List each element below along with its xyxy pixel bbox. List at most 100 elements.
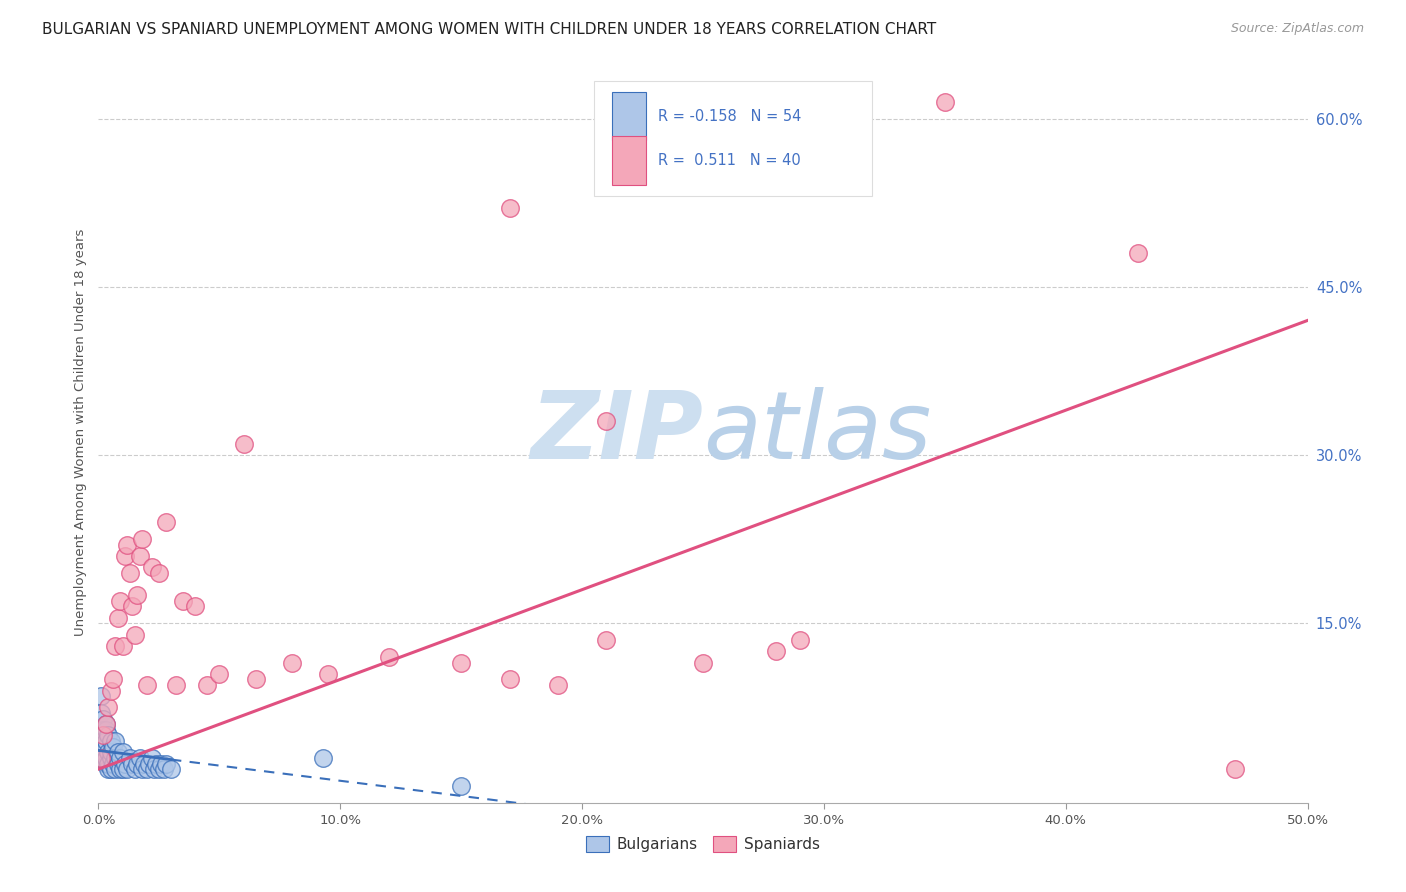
Point <box>547 678 569 692</box>
Point <box>101 756 124 771</box>
Point <box>595 414 617 428</box>
Point <box>94 756 117 771</box>
Point <box>100 745 122 759</box>
Point <box>131 762 153 776</box>
Point <box>692 656 714 670</box>
Point <box>138 756 160 771</box>
Point <box>91 712 114 726</box>
Point <box>789 633 811 648</box>
Point <box>114 756 136 771</box>
Point <box>121 756 143 771</box>
Point <box>94 751 117 765</box>
Point <box>934 95 956 109</box>
Point <box>91 751 114 765</box>
Point <box>281 656 304 670</box>
Point <box>135 678 157 692</box>
Point <box>232 437 254 451</box>
Text: R = -0.158   N = 54: R = -0.158 N = 54 <box>658 109 801 124</box>
Point <box>135 762 157 776</box>
Text: R =  0.511   N = 40: R = 0.511 N = 40 <box>658 153 801 168</box>
Point <box>1223 762 1246 776</box>
Point <box>450 656 472 670</box>
Point <box>143 762 166 776</box>
Bar <box>613 92 647 140</box>
Point <box>195 678 218 692</box>
Text: BULGARIAN VS SPANIARD UNEMPLOYMENT AMONG WOMEN WITH CHILDREN UNDER 18 YEARS CORR: BULGARIAN VS SPANIARD UNEMPLOYMENT AMONG… <box>42 22 936 37</box>
Point <box>124 762 146 776</box>
Point <box>148 762 170 776</box>
Point <box>172 594 194 608</box>
Legend: Bulgarians, Spaniards: Bulgarians, Spaniards <box>581 830 825 858</box>
Point <box>165 678 187 692</box>
Point <box>107 745 129 759</box>
Point <box>498 201 520 215</box>
Point <box>100 762 122 776</box>
Point <box>94 717 117 731</box>
Text: Source: ZipAtlas.com: Source: ZipAtlas.com <box>1230 22 1364 36</box>
Point <box>94 717 117 731</box>
Point <box>245 673 267 687</box>
Point <box>91 723 114 737</box>
Point <box>450 779 472 793</box>
Point <box>377 650 399 665</box>
Point <box>134 756 156 771</box>
Point <box>91 729 114 743</box>
Point <box>97 700 120 714</box>
Point <box>117 538 139 552</box>
Point <box>765 644 787 658</box>
Point <box>150 756 173 771</box>
Point <box>118 566 141 580</box>
Point <box>128 751 150 765</box>
Point <box>108 751 131 765</box>
Point <box>114 549 136 563</box>
Point <box>118 751 141 765</box>
Point <box>111 762 134 776</box>
Point <box>184 599 207 614</box>
Point <box>101 673 124 687</box>
Point <box>152 762 174 776</box>
Point <box>97 729 120 743</box>
Point <box>148 566 170 580</box>
Point <box>90 706 112 720</box>
Point <box>90 729 112 743</box>
Y-axis label: Unemployment Among Women with Children Under 18 years: Unemployment Among Women with Children U… <box>75 229 87 636</box>
Point <box>97 756 120 771</box>
Point <box>97 762 120 776</box>
Point <box>107 756 129 771</box>
Point <box>316 666 339 681</box>
Point <box>127 756 149 771</box>
Point <box>127 588 149 602</box>
Bar <box>613 136 647 185</box>
Point <box>100 734 122 748</box>
Point <box>498 673 520 687</box>
Point <box>101 739 124 754</box>
Text: atlas: atlas <box>703 387 931 478</box>
Point <box>141 751 163 765</box>
Point <box>104 751 127 765</box>
Point <box>141 560 163 574</box>
Point <box>128 549 150 563</box>
Point <box>104 639 127 653</box>
Point <box>111 745 134 759</box>
Point <box>90 690 112 704</box>
Point <box>100 751 122 765</box>
Point <box>94 734 117 748</box>
Point <box>131 532 153 546</box>
Point <box>108 594 131 608</box>
Point <box>104 734 127 748</box>
Point <box>94 739 117 754</box>
Point <box>1128 246 1150 260</box>
Point <box>121 599 143 614</box>
Point <box>155 756 177 771</box>
Point <box>91 729 114 743</box>
Point <box>312 751 335 765</box>
Point <box>90 751 112 765</box>
Point <box>208 666 231 681</box>
FancyBboxPatch shape <box>595 81 872 195</box>
Point <box>100 683 122 698</box>
Point <box>108 762 131 776</box>
Point <box>124 627 146 641</box>
Point <box>117 762 139 776</box>
Point <box>145 756 167 771</box>
Point <box>91 739 114 754</box>
